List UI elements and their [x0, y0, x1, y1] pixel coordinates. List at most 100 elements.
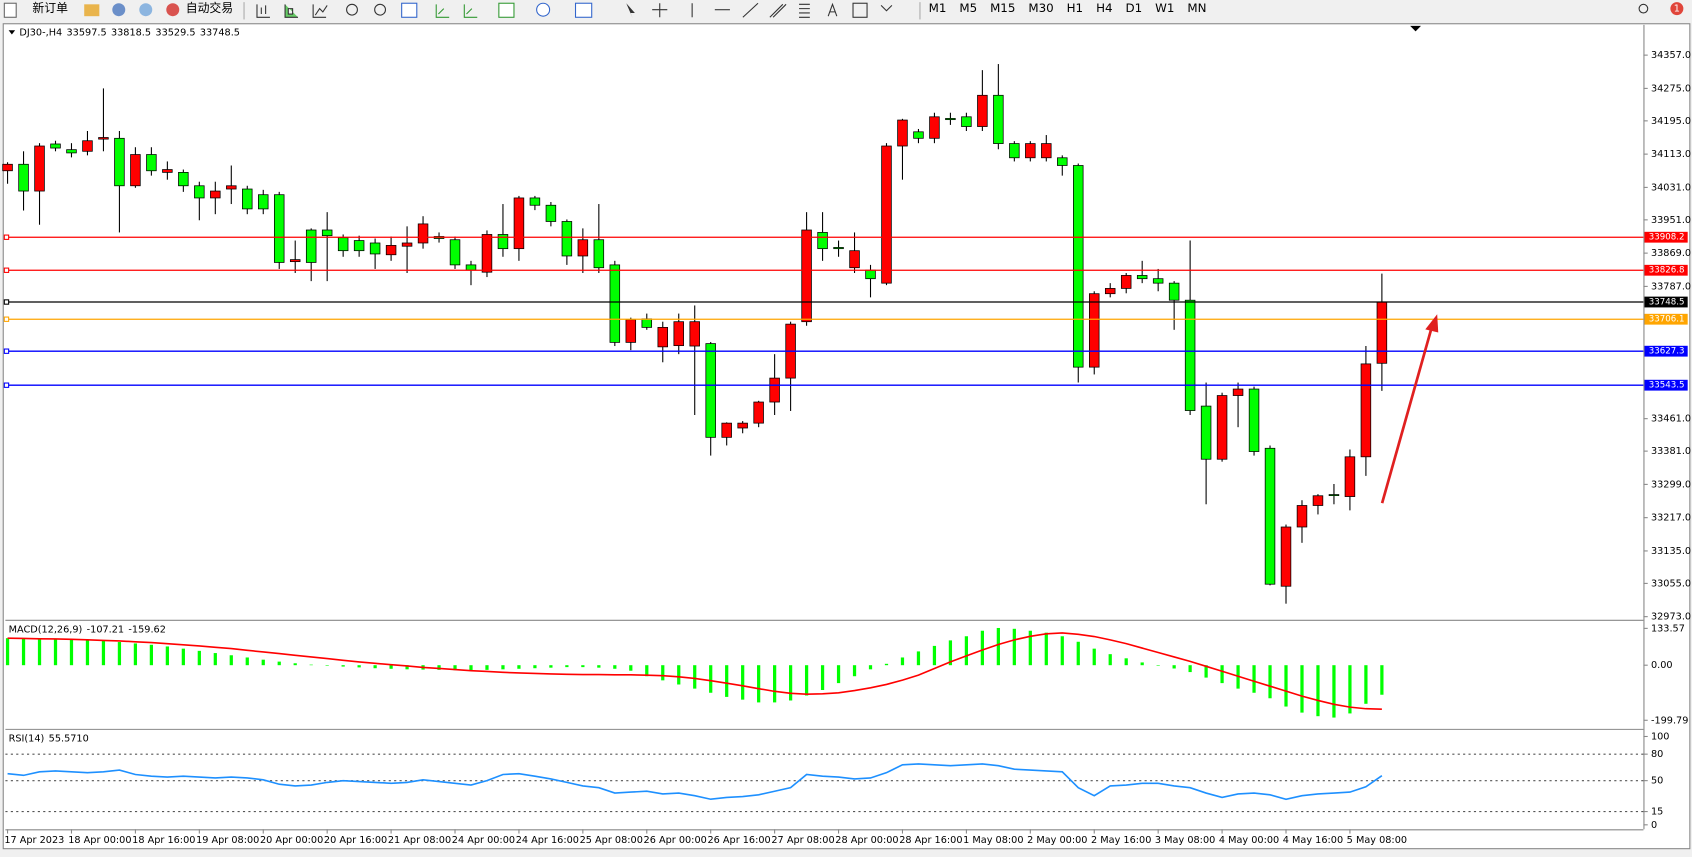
candle-body	[2, 163, 13, 172]
icon[interactable]	[139, 3, 153, 17]
tile[interactable]	[401, 2, 418, 18]
y-tick-label: 33217.0	[1651, 513, 1691, 524]
y-tick-label: -199.79	[1651, 715, 1688, 726]
arrows[interactable]	[880, 5, 893, 12]
candle-body	[865, 269, 876, 280]
search[interactable]	[1638, 3, 1649, 14]
candle-body	[545, 204, 557, 222]
x-tick-label: 18 Apr 00:00	[68, 835, 131, 846]
label-tool[interactable]	[852, 2, 868, 18]
cursor[interactable]	[626, 3, 635, 19]
timeframe-button[interactable]: W1	[1155, 1, 1174, 15]
text-tool[interactable]	[827, 2, 838, 17]
channel[interactable]	[769, 3, 787, 18]
new-order-icon[interactable]	[3, 2, 17, 18]
scroll[interactable]	[435, 4, 450, 18]
candle-body	[321, 229, 333, 237]
candle-body	[801, 229, 812, 323]
candle-body	[929, 116, 940, 139]
macd-signal	[7, 632, 1382, 710]
fibo[interactable]	[799, 3, 810, 18]
icon[interactable]	[84, 4, 100, 17]
candle-body	[82, 140, 93, 152]
timeframe-button[interactable]: H4	[1096, 1, 1112, 15]
x-tick-label: 26 Apr 00:00	[644, 835, 707, 846]
candle-body	[401, 242, 413, 247]
auto-trading-icon[interactable]	[166, 3, 180, 17]
toolbar	[0, 0, 1692, 22]
timeframe-button[interactable]: MN	[1187, 1, 1206, 15]
notification-badge[interactable]	[1670, 2, 1684, 16]
crosshair[interactable]	[652, 3, 668, 18]
candle-body	[1168, 282, 1180, 301]
candle-body	[1009, 143, 1020, 159]
auto-trading[interactable]: 自动交易	[186, 1, 233, 15]
line-button[interactable]	[312, 4, 328, 18]
candle-body	[1296, 505, 1308, 528]
x-tick-label: 2 May 00:00	[1027, 835, 1087, 846]
candle-body	[657, 326, 668, 348]
templates[interactable]	[574, 2, 593, 18]
level-label: 33627.3	[1649, 347, 1685, 357]
annotation-arrow-head	[1425, 314, 1439, 333]
timeframe-button[interactable]: D1	[1126, 1, 1143, 15]
y-tick-label: 80	[1651, 749, 1663, 760]
zoom-in[interactable]	[346, 3, 358, 16]
candle-body	[1200, 405, 1212, 460]
level-label: 33826.8	[1649, 266, 1685, 276]
y-tick-label: 0	[1651, 820, 1657, 831]
x-tick-label: 25 Apr 08:00	[580, 835, 643, 846]
candle-body	[817, 232, 828, 250]
timeframe-button[interactable]: H1	[1067, 1, 1083, 15]
candle-body	[497, 234, 509, 250]
candle-body	[258, 194, 269, 210]
candle-body	[289, 259, 301, 263]
chart-symbol: DJ30-,H4	[19, 27, 62, 38]
shift[interactable]	[463, 4, 478, 18]
candle-body	[178, 172, 189, 187]
level-handle	[3, 382, 10, 388]
x-tick-label: 21 Apr 08:00	[388, 835, 451, 846]
macd-signal-value: -159.62	[128, 624, 165, 635]
header-marker	[8, 30, 16, 35]
candle-body	[705, 343, 716, 438]
x-tick-label: 26 Apr 16:00	[707, 835, 770, 846]
candle-body	[226, 185, 237, 190]
icon[interactable]	[112, 3, 126, 17]
candle-body	[385, 245, 397, 256]
toolbar-buttons: 新订单 自动交易 M1 M5 M15 M30 H1 H4 D1 W1 MN 1	[3, 1, 1684, 20]
indicators[interactable]	[498, 2, 515, 18]
candle-body	[1312, 495, 1324, 506]
periods[interactable]	[536, 2, 551, 17]
trendline[interactable]	[742, 2, 759, 18]
bar-chart-button[interactable]	[256, 4, 270, 18]
candle-body	[146, 154, 157, 172]
y-tick-label: 33787.0	[1651, 281, 1691, 292]
candle-body	[18, 163, 29, 192]
ohlc-value: 33529.5	[155, 27, 195, 38]
candle-body	[1344, 456, 1356, 497]
timeframe-button[interactable]: M5	[959, 1, 977, 15]
candle-button[interactable]	[284, 4, 299, 18]
candle-body	[114, 137, 125, 187]
rsi-line	[7, 763, 1383, 801]
timeframe-button[interactable]: M15	[990, 1, 1015, 15]
macd-name: MACD(12,26,9)	[9, 624, 83, 635]
new-order[interactable]: 新订单	[32, 1, 68, 15]
timeframe-button[interactable]: M1	[929, 1, 947, 15]
candle-body	[737, 422, 748, 429]
candle-body	[881, 145, 892, 284]
candle-body	[369, 242, 381, 255]
level-label-box	[1644, 345, 1688, 357]
y-tick-label: 34275.0	[1651, 83, 1691, 94]
y-tick-label: 33381.0	[1651, 446, 1691, 457]
zoom-out[interactable]	[374, 3, 387, 16]
annotation-arrow	[1380, 326, 1434, 504]
timeframe-button[interactable]: M30	[1028, 1, 1053, 15]
level-handle	[3, 316, 10, 322]
candle-body	[305, 229, 317, 263]
candle-body	[1248, 388, 1260, 452]
y-tick-label: 32973.0	[1651, 612, 1691, 623]
